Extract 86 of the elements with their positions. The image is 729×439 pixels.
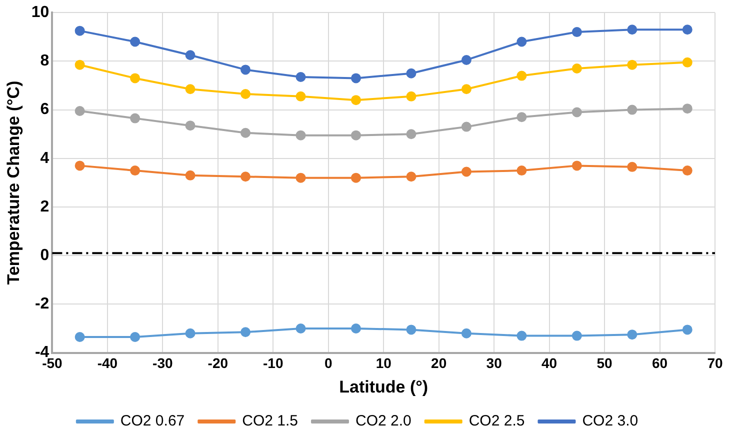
point [74,160,85,171]
point [296,91,306,102]
x-tick-label: -30 [152,355,173,372]
point [572,160,582,171]
y-tick-label: 4 [40,150,50,167]
point [406,129,416,140]
legend-label: CO2 1.5 [242,412,298,430]
point [350,95,361,106]
y-axis-title: Temperature Change (°C) [4,80,23,285]
point [74,106,85,116]
point [516,330,527,341]
x-axis-title: Latitude (°) [339,377,428,396]
y-tick-label: 10 [31,4,50,22]
point [682,57,692,68]
point [240,327,251,338]
y-tick-label: 6 [40,101,50,118]
point [296,172,306,183]
point [240,172,251,182]
point [572,330,582,341]
x-tick-label: -20 [208,355,228,372]
x-tick-label: 0 [324,355,332,372]
point [461,122,472,132]
point [516,112,527,122]
point [130,166,140,176]
point [406,68,416,78]
point [240,89,251,100]
point [74,332,85,342]
point [461,328,472,338]
point [627,24,638,35]
x-tick-label: -10 [263,355,284,372]
x-tick-label: 70 [707,355,723,372]
point [74,26,85,36]
point [516,166,527,176]
y-tick-label: 8 [40,52,50,70]
point [296,72,306,82]
point [350,172,361,183]
point [185,84,196,94]
y-tick-label: -2 [34,296,50,313]
point [130,332,140,342]
point [516,36,527,47]
point [296,324,306,334]
point [406,91,416,102]
point [130,73,140,84]
point [461,54,472,65]
point [240,128,251,138]
point [516,70,527,81]
point [572,107,582,118]
legend-label: CO2 2.5 [468,412,525,430]
point [130,113,140,124]
point [461,166,472,177]
point [572,63,582,74]
x-tick-label: -40 [97,355,118,372]
point [185,328,196,338]
point [240,64,251,75]
point [406,324,416,335]
point [296,130,306,140]
x-tick-label: 30 [486,355,502,372]
point [627,104,638,115]
point [627,330,638,340]
point [682,24,692,35]
point [572,27,582,38]
point [406,172,416,182]
x-tick-label: 50 [596,355,613,372]
point [682,324,692,335]
legend-label: CO2 2.0 [355,412,412,430]
point [185,50,196,60]
y-tick-label: 2 [40,198,50,216]
point [627,162,638,172]
point [185,170,196,180]
point [682,104,692,114]
x-tick-label: 20 [431,355,447,372]
x-tick-label: 40 [542,355,558,372]
point [185,120,196,131]
point [350,130,361,140]
point [74,60,85,70]
y-tick-label: 0 [40,247,50,264]
point [461,84,472,94]
point [350,324,361,334]
legend-label: CO2 3.0 [582,412,638,430]
point [130,36,140,47]
legend-label: CO2 0.67 [120,412,185,430]
point [682,166,692,176]
x-tick-label: 60 [652,355,668,372]
point [350,73,361,84]
x-tick-label: 10 [376,355,392,372]
point [627,60,638,70]
